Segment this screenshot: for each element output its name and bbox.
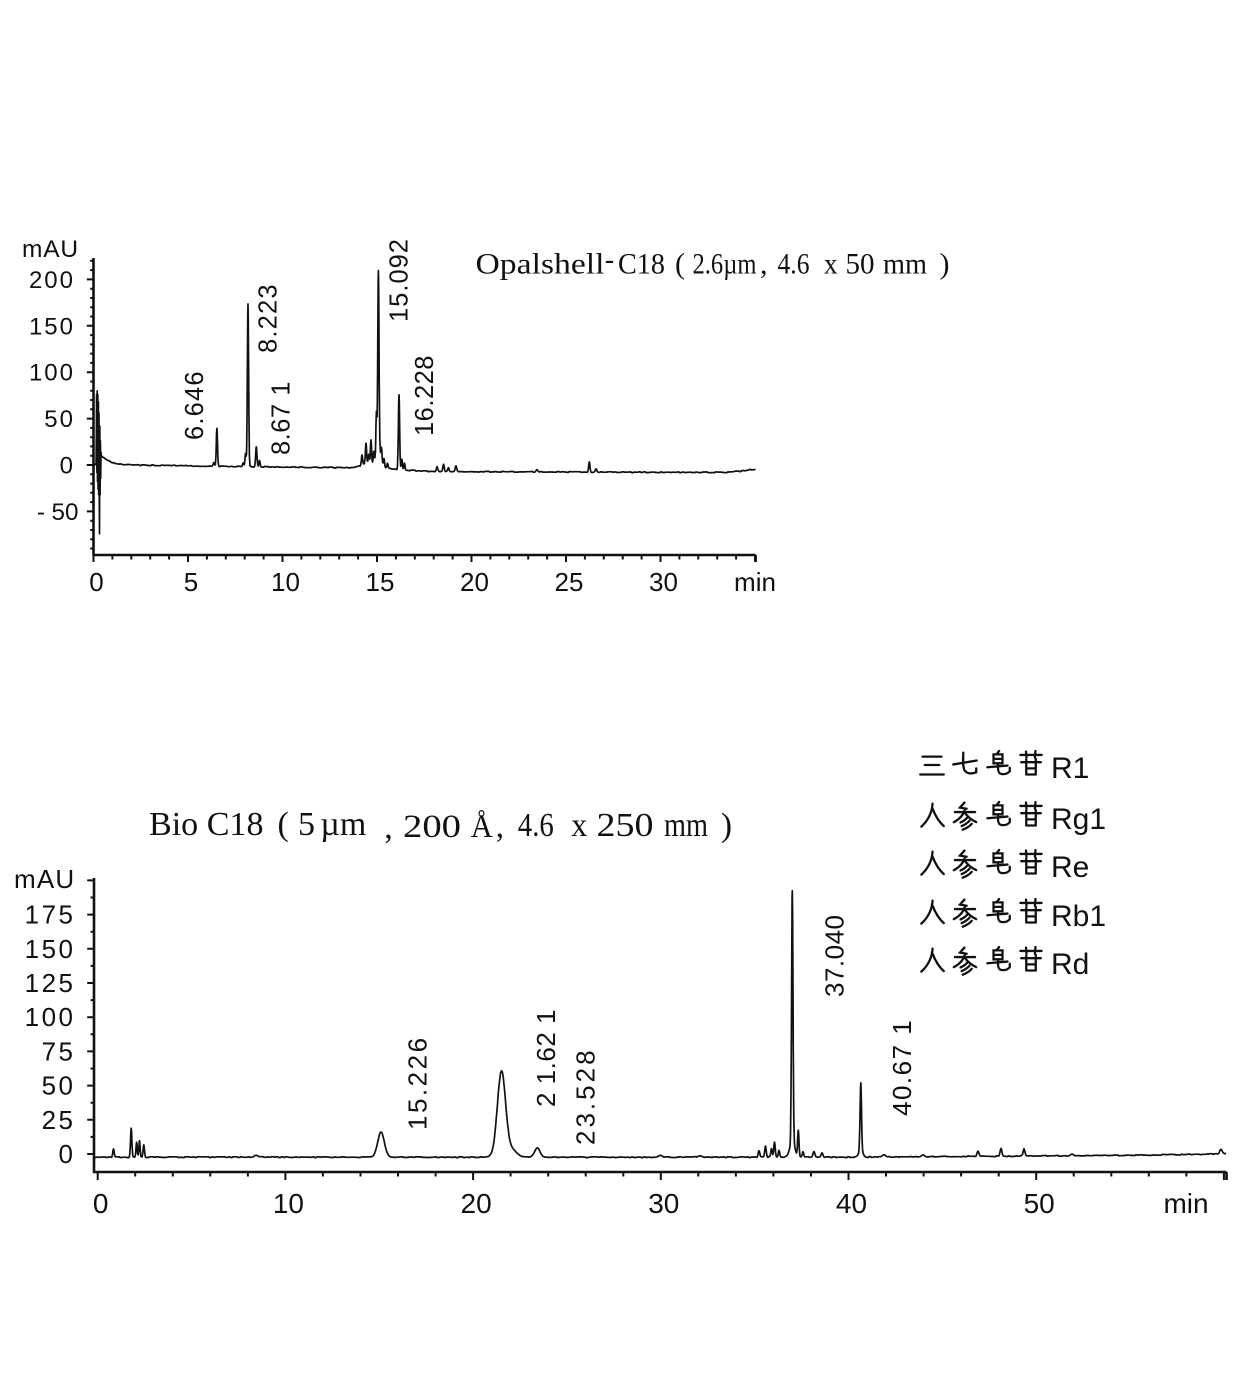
svg-text:Å: Å	[471, 808, 493, 845]
svg-text:x: x	[571, 807, 587, 844]
svg-text:150: 150	[25, 934, 76, 964]
svg-text:,: ,	[496, 809, 504, 845]
svg-text:200: 200	[403, 809, 461, 845]
svg-text:4.6: 4.6	[518, 807, 554, 844]
svg-text:mm: mm	[883, 248, 927, 281]
svg-text:6.646: 6.646	[181, 370, 209, 440]
svg-text:): )	[721, 807, 732, 844]
svg-text:-: -	[605, 245, 614, 276]
svg-text:(: (	[278, 806, 289, 843]
svg-text:150: 150	[29, 313, 75, 340]
svg-text:20: 20	[460, 567, 489, 597]
svg-text:min: min	[1163, 1188, 1208, 1219]
svg-text:16.228: 16.228	[411, 355, 439, 436]
svg-text:mm: mm	[664, 807, 708, 844]
svg-text:0: 0	[59, 1139, 76, 1169]
svg-text:0: 0	[60, 453, 75, 480]
svg-text:5: 5	[298, 806, 315, 843]
svg-text:40: 40	[836, 1188, 867, 1219]
svg-text:-: -	[37, 499, 45, 526]
svg-text:mAU: mAU	[22, 236, 79, 263]
svg-text:50: 50	[846, 248, 875, 281]
svg-text:Re: Re	[1051, 851, 1089, 884]
svg-text:Rb1: Rb1	[1051, 900, 1106, 933]
svg-text:175: 175	[25, 900, 76, 930]
svg-text:50: 50	[44, 406, 75, 433]
svg-text:25: 25	[42, 1105, 76, 1135]
svg-text:,: ,	[760, 248, 768, 281]
svg-text:20: 20	[461, 1188, 492, 1219]
svg-text:50: 50	[1024, 1188, 1055, 1219]
svg-text:R1: R1	[1051, 752, 1089, 785]
svg-text:30: 30	[649, 567, 678, 597]
svg-text:125: 125	[25, 968, 76, 998]
svg-text:): )	[940, 248, 950, 281]
svg-text:50: 50	[42, 1071, 76, 1101]
svg-text:100: 100	[25, 1002, 76, 1032]
svg-text:Bio C18: Bio C18	[149, 806, 264, 843]
svg-text:x: x	[824, 248, 838, 281]
svg-text:C18: C18	[618, 248, 665, 281]
svg-text:(: (	[675, 248, 685, 281]
svg-text:,: ,	[384, 809, 393, 846]
svg-text:15: 15	[366, 567, 395, 597]
svg-text:Rg1: Rg1	[1051, 803, 1106, 836]
svg-text:15.226: 15.226	[403, 1035, 433, 1130]
svg-text:0: 0	[89, 567, 103, 597]
svg-text:µm: µm	[320, 806, 366, 843]
svg-text:50: 50	[52, 499, 79, 526]
svg-text:2.6µm: 2.6µm	[693, 248, 757, 281]
svg-text:100: 100	[29, 360, 75, 387]
svg-text:2 1.62 1: 2 1.62 1	[531, 1009, 561, 1107]
svg-text:mAU: mAU	[14, 864, 75, 894]
svg-text:5: 5	[184, 567, 198, 597]
svg-text:15.092: 15.092	[386, 238, 414, 322]
svg-text:250: 250	[597, 807, 654, 844]
svg-text:10: 10	[273, 1188, 304, 1219]
svg-text:Opalshell: Opalshell	[476, 248, 605, 281]
svg-text:8.223: 8.223	[255, 283, 283, 353]
svg-text:Rd: Rd	[1051, 948, 1089, 981]
svg-text:23.528: 23.528	[571, 1047, 601, 1145]
svg-text:40.67 1: 40.67 1	[887, 1019, 917, 1116]
svg-text:25: 25	[555, 567, 584, 597]
svg-text:10: 10	[271, 567, 300, 597]
svg-text:30: 30	[648, 1188, 679, 1219]
svg-text:8.67 1: 8.67 1	[268, 381, 296, 455]
svg-text:4.6: 4.6	[778, 248, 810, 281]
svg-text:75: 75	[42, 1036, 76, 1066]
svg-text:min: min	[734, 567, 776, 597]
svg-text:200: 200	[29, 267, 75, 294]
svg-text:0: 0	[93, 1188, 109, 1219]
svg-text:37.040: 37.040	[820, 914, 850, 997]
